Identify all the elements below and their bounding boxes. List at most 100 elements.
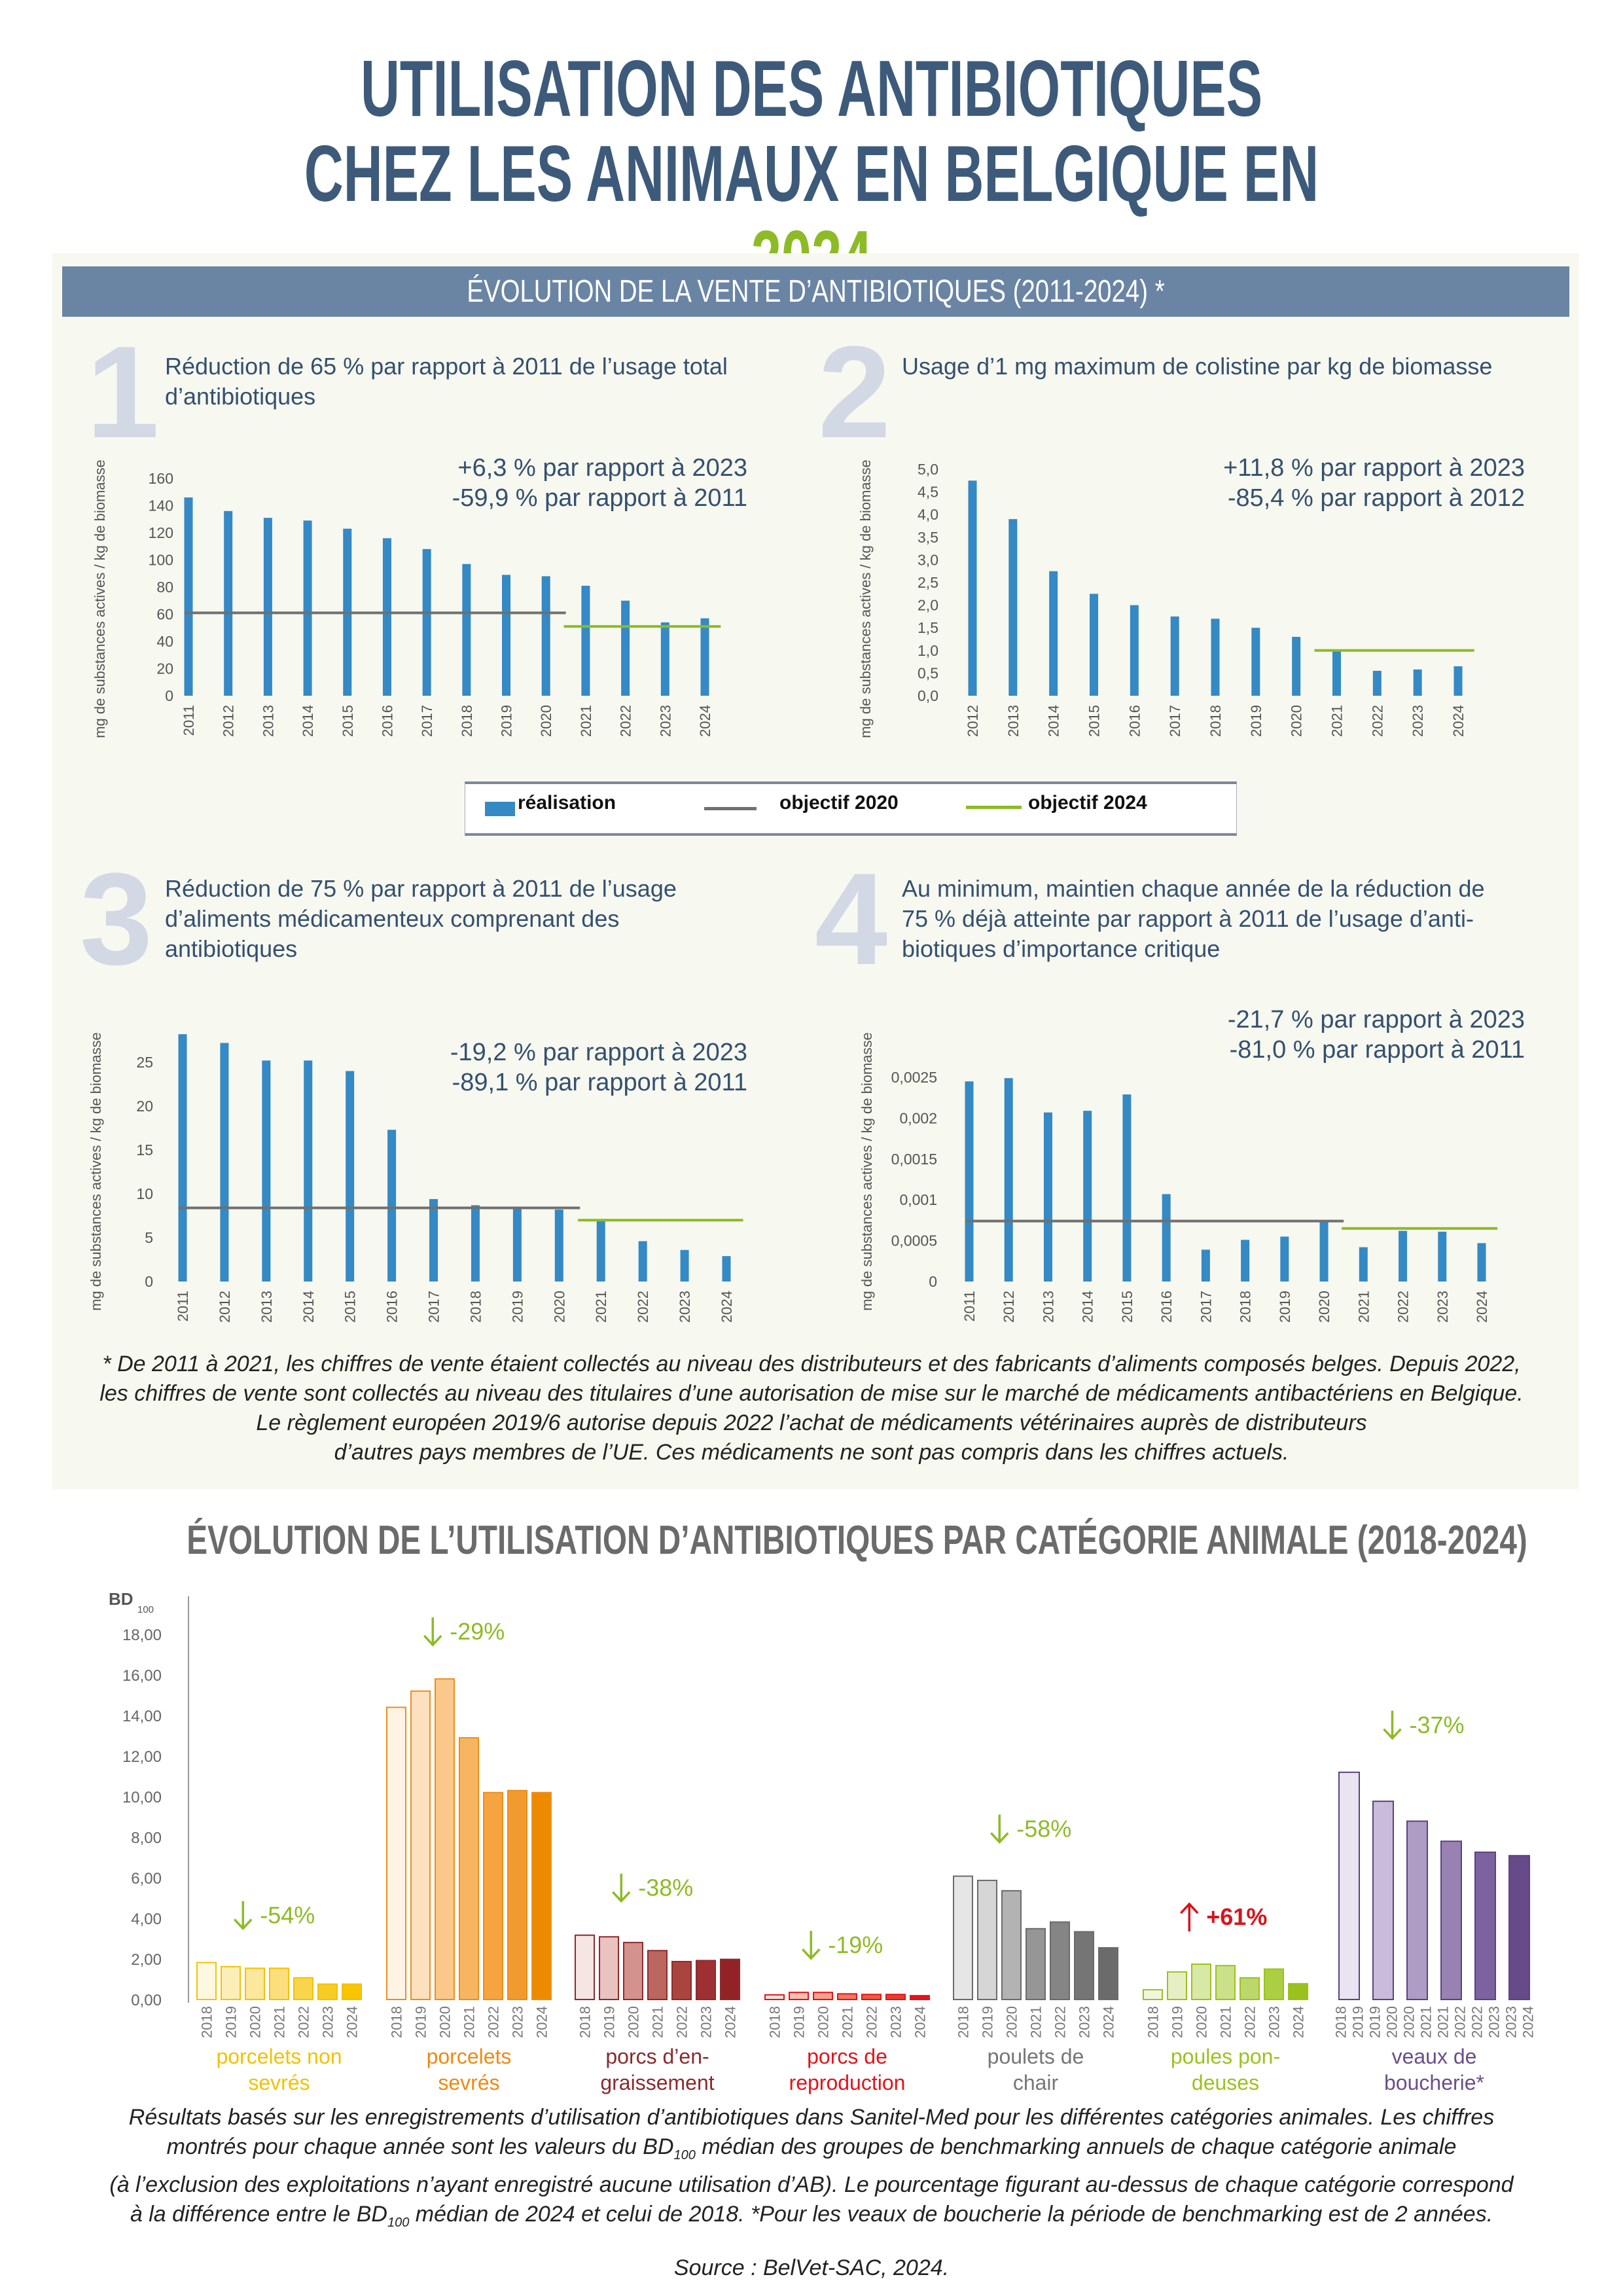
x-tick-label: 2020 [538, 705, 554, 737]
bar-4-5 [1074, 1931, 1094, 2001]
y-tick-label: 1,5 [918, 619, 938, 636]
bar-2016 [382, 538, 391, 696]
bar-2013 [262, 1060, 271, 1282]
bar-5-3 [1215, 1965, 1236, 2000]
x-tick-label: 2022 [486, 2006, 502, 2038]
bar-2015 [1090, 594, 1098, 696]
x-tick-label: 2022 [1469, 2006, 1486, 2038]
bar-2013 [1008, 519, 1018, 696]
bar-4-3 [1026, 1928, 1046, 2000]
quadrant-3-line: Réduction de 75 % par rapport à 2011 de … [165, 875, 677, 902]
x-tick-label: 2023 [657, 705, 673, 737]
x-tick-label: 2012 [965, 705, 981, 737]
bar-1-0 [386, 1706, 406, 2000]
bar-2021 [1359, 1247, 1368, 1282]
x-tick-label: 2020 [626, 2006, 642, 2038]
y-tick-label: 4,00 [131, 1910, 162, 1928]
x-tick-label: 2020 [1289, 705, 1305, 737]
stat-line: -85,4 % par rapport à 2012 [1227, 484, 1525, 512]
bar-4-6 [1098, 1946, 1118, 2001]
x-tick-label: 2015 [342, 1291, 359, 1323]
y-tick-label: 60 [156, 606, 173, 623]
x-tick-label: 2018 [389, 2006, 405, 2038]
x-tick-label: 2019 [1169, 2006, 1186, 2038]
page-title-line1: UTILISATION DES ANTIBIOTIQUES [360, 44, 1263, 133]
y-tick-label: 0,0 [918, 687, 938, 704]
y-tick-label: 2,5 [918, 574, 938, 591]
x-tick-label: 2023 [1503, 2006, 1520, 2038]
section2-title: ÉVOLUTION DE L’UTILISATION D’ANTIBIOTIQU… [187, 1518, 1527, 1563]
chart-critical-antibiotics: mg de substances actives / kg de biomass… [859, 1032, 1498, 1323]
x-tick-label: 2021 [272, 2006, 288, 2038]
x-tick-label: 2021 [1218, 2006, 1234, 2038]
bar-6-3 [1440, 1840, 1462, 2001]
footnote-subscript: 100 [673, 2147, 696, 2162]
x-tick-label: 2019 [1277, 1291, 1293, 1323]
bar-2-5 [696, 1960, 716, 2000]
quadrant-3-line: d’aliments médicamenteux comprenant des [165, 905, 620, 932]
x-tick-label: 2023 [320, 2006, 336, 2038]
chart-medicated-feed: mg de substances actives / kg de biomass… [88, 1032, 743, 1323]
y-tick-label: 140 [149, 497, 173, 514]
sales-panel [52, 253, 1579, 1489]
y-tick-label: 5,0 [918, 461, 938, 478]
arrow-down-icon [423, 1617, 442, 1647]
x-tick-label: 2021 [578, 705, 594, 737]
y-tick-label: 10,00 [122, 1789, 162, 1806]
quadrant-3-line: antibiotiques [165, 935, 298, 962]
category-label: porcs d’en- [605, 2045, 709, 2068]
y-tick-label: 20 [136, 1098, 153, 1115]
quadrant-number-3: 3 [80, 846, 153, 992]
bar-2013 [1043, 1112, 1052, 1282]
y-tick-label: 1,0 [918, 642, 938, 659]
footnote-line: les chiffres de vente sont collectés au … [99, 1381, 1524, 1406]
y-tick-label: 0,0015 [891, 1151, 937, 1168]
bar-1-3 [459, 1737, 479, 2000]
y-tick-label: 0,002 [899, 1109, 937, 1126]
x-tick-label: 2019 [980, 2006, 996, 2038]
x-tick-label: 2022 [1052, 2006, 1069, 2038]
x-tick-label: 2013 [259, 1291, 275, 1323]
bar-5-1 [1167, 1971, 1187, 2001]
y-tick-label: 16,00 [122, 1667, 162, 1685]
bar-6-5 [1508, 1855, 1530, 2000]
x-tick-label: 2012 [217, 1291, 233, 1323]
x-tick-label: 2014 [300, 1291, 317, 1323]
legend: réalisation objectif 2020 objectif 2024 [465, 781, 1237, 836]
x-tick-label: 2022 [1242, 2006, 1258, 2038]
category-label: boucherie* [1384, 2071, 1484, 2094]
bar-0-5 [317, 1983, 338, 2001]
x-tick-label: 2023 [698, 2006, 715, 2038]
x-tick-label: 2020 [1316, 1291, 1332, 1323]
quadrant-4-text: Au minimum, maintien chaque année de la … [902, 874, 1485, 964]
y-tick-label: 0,5 [918, 664, 938, 681]
bar-0-2 [245, 1967, 265, 2001]
x-tick-label: 2024 [912, 2006, 929, 2038]
footnote-line: montrés pour chaque année sont les valeu… [0, 2132, 1623, 2170]
x-tick-label: 2022 [864, 2006, 880, 2038]
x-tick-label: 2017 [419, 705, 435, 737]
quadrant-1-line: d’antibiotiques [165, 383, 316, 410]
x-tick-label: 2020 [437, 2006, 454, 2038]
bar-2021 [1332, 650, 1341, 696]
footnote-line: (à l’exclusion des exploitations n’ayant… [0, 2170, 1623, 2200]
bar-2-6 [720, 1958, 740, 2000]
x-tick-label: 2021 [1329, 705, 1346, 737]
x-tick-label: 2012 [1001, 1291, 1017, 1323]
bar-0-1 [221, 1965, 241, 2001]
y-tick-label: 0 [929, 1273, 937, 1290]
stat-line: -21,7 % par rapport à 2023 [1227, 1006, 1525, 1033]
bar-3-6 [910, 1995, 930, 2000]
bar-2021 [596, 1221, 605, 1282]
bar-4-0 [953, 1875, 973, 2000]
category-label: reproduction [789, 2071, 906, 2094]
x-tick-label: 2023 [1266, 2006, 1283, 2038]
x-tick-label: 2022 [296, 2006, 312, 2038]
legend-label-realisation: réalisation [518, 792, 616, 814]
x-tick-label: 2014 [1080, 1291, 1096, 1323]
quadrant-2-text: Usage d’1 mg maximum de colistine par kg… [902, 351, 1492, 382]
category-label: porcs de [807, 2045, 887, 2068]
x-tick-label: 2018 [1333, 2006, 1349, 2038]
bar-6-1 [1372, 1801, 1394, 2000]
x-tick-label: 2024 [722, 2006, 739, 2038]
